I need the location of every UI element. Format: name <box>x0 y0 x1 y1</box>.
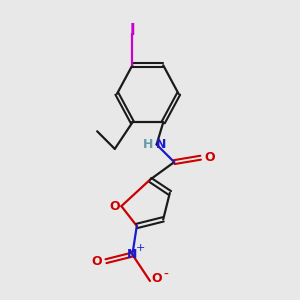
Text: H: H <box>142 138 153 151</box>
Text: O: O <box>151 272 162 285</box>
Text: N: N <box>127 248 138 261</box>
Text: O: O <box>110 200 120 213</box>
Text: O: O <box>92 255 103 268</box>
Text: I: I <box>130 22 135 38</box>
Text: -: - <box>163 267 168 281</box>
Text: O: O <box>204 151 215 164</box>
Text: +: + <box>135 243 145 253</box>
Text: N: N <box>156 138 166 151</box>
